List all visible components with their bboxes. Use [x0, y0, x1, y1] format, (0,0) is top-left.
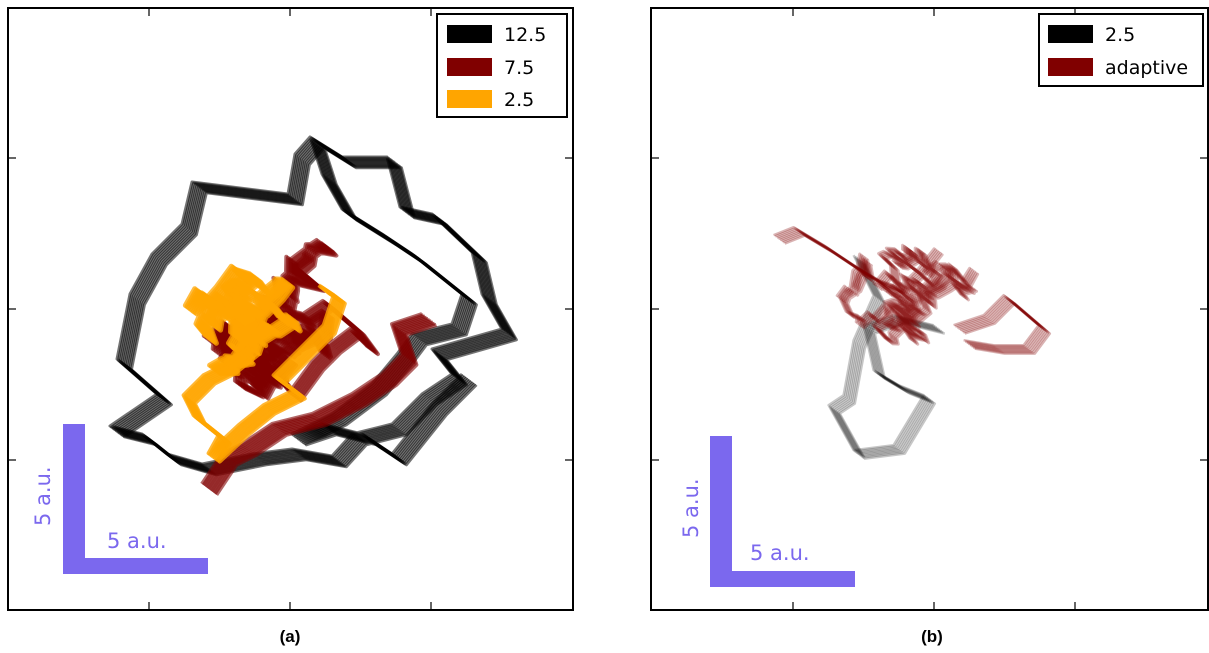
legend-label-2.5: 2.5 [504, 89, 534, 111]
trajectory-adaptive [840, 247, 976, 344]
trajectory-2.5-b [832, 258, 939, 456]
trajectory-2.5-b [827, 254, 934, 452]
legend-b: 2.5 adaptive [1038, 13, 1204, 87]
legend-swatch-12.5 [447, 25, 492, 43]
scale-x-label-a: 5 a.u. [107, 529, 167, 553]
scale-bar-vertical-a [63, 424, 85, 574]
legend-swatch-adaptive [1048, 58, 1093, 76]
trajectory-adaptive [842, 248, 978, 345]
trajectory-adaptive [779, 230, 901, 292]
scale-bar-horizontal-b [710, 571, 855, 587]
trajectory-adaptive [784, 234, 906, 295]
scale-bar-horizontal-a [63, 558, 208, 574]
panel-b: 5 a.u. 5 a.u. 2.5 adaptive (b) [650, 7, 1209, 646]
scale-y-label-b: 5 a.u. [679, 478, 703, 538]
trajectory-adaptive [843, 249, 980, 346]
trajectory-adaptive [777, 229, 899, 290]
trajectory-adaptive [782, 233, 904, 294]
trajectory-adaptive [838, 246, 975, 343]
trajectory-adaptive [776, 228, 898, 289]
scale-x-label-b: 5 a.u. [750, 541, 810, 565]
ticks-b [651, 8, 1208, 610]
trajectory-traces-b [773, 225, 1052, 460]
trajectory-adaptive [961, 299, 1048, 353]
trajectory-adaptive [956, 296, 1044, 349]
trajectory-adaptive [837, 245, 973, 341]
legend-label-12.5: 12.5 [504, 24, 546, 46]
trajectory-2.5-b [830, 257, 938, 454]
caption-b: (b) [921, 627, 943, 646]
trajectory-adaptive [781, 231, 902, 293]
trajectory-traces-a [108, 135, 518, 496]
trajectory-adaptive [953, 293, 1040, 347]
scale-y-label-a: 5 a.u. [31, 466, 55, 526]
legend-label-7.5: 7.5 [504, 57, 534, 79]
ticks-a [8, 8, 573, 610]
trajectory-adaptive [773, 225, 894, 287]
trajectory-adaptive [954, 295, 1042, 348]
trajectory-7.5 [214, 322, 438, 496]
trajectory-2.5-b [828, 255, 936, 453]
scale-bar-vertical-b [710, 436, 732, 587]
trajectory-2.5-b [833, 259, 941, 457]
legend-label-adaptive: adaptive [1105, 57, 1188, 79]
trajectory-adaptive [959, 298, 1047, 352]
trajectory-2.5-b [836, 261, 944, 459]
trajectory-adaptive [835, 243, 972, 340]
trajectory-2.5 [192, 291, 347, 464]
trajectory-adaptive [774, 227, 896, 288]
legend-swatch-2.5-b [1048, 25, 1093, 43]
trajectory-2.5-b [838, 263, 946, 460]
trajectory-adaptive [964, 302, 1052, 355]
panel-a: 5 a.u. 5 a.u. 12.5 7.5 2.5 (a) [7, 7, 574, 646]
legend-swatch-7.5 [447, 58, 492, 76]
legend-label-2.5-b: 2.5 [1105, 24, 1135, 46]
legend-swatch-2.5 [447, 90, 492, 108]
trajectory-adaptive [962, 301, 1050, 354]
legend-a: 12.5 7.5 2.5 [436, 13, 568, 118]
caption-a: (a) [280, 627, 301, 646]
trajectory-7.5 [213, 246, 380, 403]
trajectory-2.5-b [835, 260, 942, 458]
trajectory-adaptive [958, 297, 1045, 351]
